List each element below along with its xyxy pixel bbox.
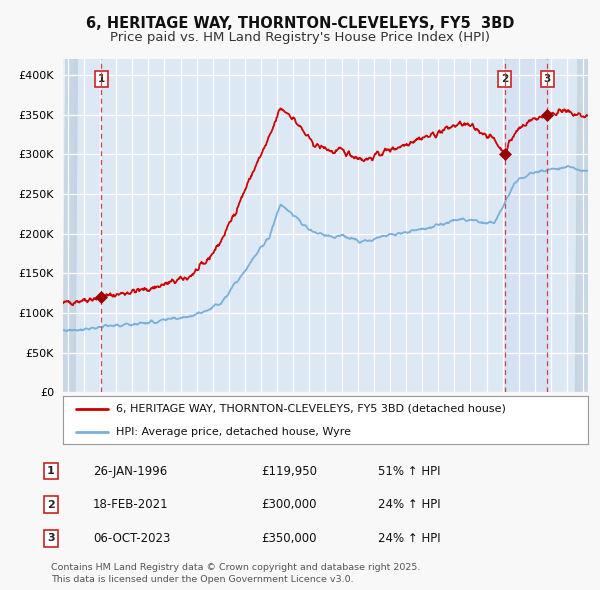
Text: HPI: Average price, detached house, Wyre: HPI: Average price, detached house, Wyre (115, 427, 350, 437)
Text: £300,000: £300,000 (261, 498, 317, 512)
Text: 06-OCT-2023: 06-OCT-2023 (93, 532, 170, 545)
Text: £350,000: £350,000 (261, 532, 317, 545)
Text: 1: 1 (47, 466, 55, 476)
Bar (505, 59, 547, 392)
Text: 2: 2 (501, 74, 508, 84)
Text: 3: 3 (544, 74, 551, 84)
Text: 24% ↑ HPI: 24% ↑ HPI (378, 532, 440, 545)
Text: Price paid vs. HM Land Registry's House Price Index (HPI): Price paid vs. HM Land Registry's House … (110, 31, 490, 44)
Text: 6, HERITAGE WAY, THORNTON-CLEVELEYS, FY5 3BD (detached house): 6, HERITAGE WAY, THORNTON-CLEVELEYS, FY5… (115, 404, 505, 414)
Text: Contains HM Land Registry data © Crown copyright and database right 2025.
This d: Contains HM Land Registry data © Crown c… (51, 563, 421, 584)
Text: 3: 3 (47, 533, 55, 543)
Text: 24% ↑ HPI: 24% ↑ HPI (378, 498, 440, 512)
Text: £119,950: £119,950 (261, 464, 317, 478)
Text: 1: 1 (98, 74, 105, 84)
Text: 18-FEB-2021: 18-FEB-2021 (93, 498, 169, 512)
Text: 51% ↑ HPI: 51% ↑ HPI (378, 464, 440, 478)
Text: 26-JAN-1996: 26-JAN-1996 (93, 464, 167, 478)
Text: 6, HERITAGE WAY, THORNTON-CLEVELEYS, FY5  3BD: 6, HERITAGE WAY, THORNTON-CLEVELEYS, FY5… (86, 16, 514, 31)
Text: 2: 2 (47, 500, 55, 510)
